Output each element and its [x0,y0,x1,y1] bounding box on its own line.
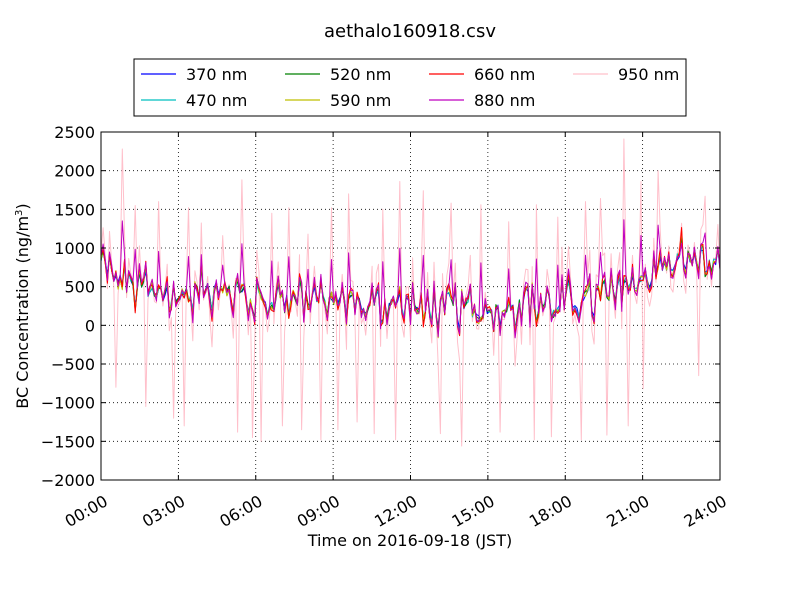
y-tick-label: −2000 [41,471,95,490]
legend-label: 370 nm [186,65,247,84]
x-axis-label: Time on 2016-09-18 (JST) [307,531,512,550]
legend-label: 660 nm [474,65,535,84]
plot-lines [100,138,721,447]
y-tick-label: −500 [51,355,95,374]
x-tick-labels: 00:00 03:00 06:00 09:00 12:00 15:00 18:00 21:00… [62,491,730,531]
y-tick-label: 0 [85,316,95,335]
y-axis-label-sup: 3 [14,210,25,216]
y-axis-label-end: ) [13,203,32,209]
x-tick-label: 03:00 [139,491,188,531]
y-tick-label: 500 [64,278,95,297]
x-tick-label: 09:00 [294,491,343,531]
y-tick-label: 2000 [54,162,95,181]
series-line-880-nm [100,219,721,339]
x-tick-label: 24:00 [681,491,730,531]
legend-label: 950 nm [618,65,679,84]
y-tick-label: 1000 [54,239,95,258]
legend: 370 nm 470 nm 520 nm 590 nm 660 nm 880 nm 950 … [133,58,687,117]
legend-items: 370 nm 470 nm 520 nm 590 nm 660 nm 880 nm 950 … [141,65,679,110]
y-tick-label: −1000 [41,394,95,413]
legend-label: 470 nm [186,91,247,110]
x-tick-label: 06:00 [216,491,265,531]
x-tick-label: 18:00 [526,491,575,531]
x-tick-label: 15:00 [448,491,497,531]
legend-label: 590 nm [330,91,391,110]
axis-ticks [100,131,721,481]
y-tick-labels: −2000 −1500 −1000 −500 0 500 1000 1500 2000 2500 [41,123,95,490]
x-tick-label: 21:00 [603,491,652,531]
legend-frame [133,58,687,117]
y-tick-label: 2500 [54,123,95,142]
x-tick-label: 12:00 [371,491,420,531]
y-tick-label: −1500 [41,432,95,451]
legend-label: 520 nm [330,65,391,84]
x-tick-label: 00:00 [62,491,111,531]
y-tick-label: 1500 [54,200,95,219]
y-axis-label-main: BC Concentration (ng/m [13,216,32,409]
chart-title: aethalo160918.csv [324,21,496,42]
legend-label: 880 nm [474,91,535,110]
y-axis-label: BC Concentration (ng/m3) [13,203,32,408]
